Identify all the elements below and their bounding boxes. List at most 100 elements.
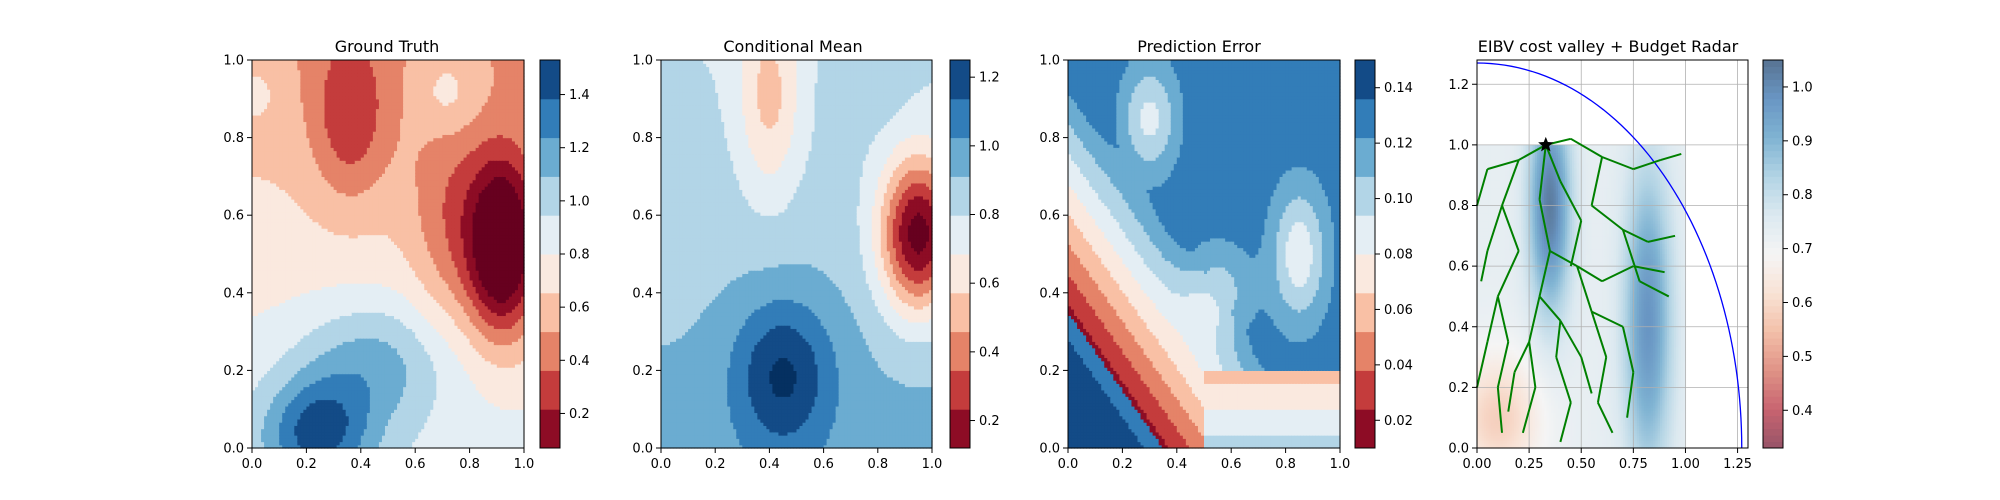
heatmap-cell	[264, 173, 268, 177]
heatmap-cell	[267, 69, 271, 74]
heatmap-cell	[252, 144, 256, 148]
heatmap-cell	[279, 76, 283, 80]
heatmap-cell	[282, 412, 286, 417]
heatmap-cell	[297, 380, 301, 384]
heatmap-cell	[276, 108, 280, 113]
heatmap-cell	[285, 370, 289, 375]
heatmap-cell	[285, 63, 289, 68]
heatmap-cell	[288, 373, 292, 378]
heatmap-cell	[270, 373, 274, 378]
heatmap-cell	[291, 299, 295, 304]
heatmap-cell	[261, 435, 265, 439]
heatmap-cell	[294, 244, 298, 249]
heatmap-cell	[285, 202, 289, 207]
heatmap-cell	[297, 389, 301, 394]
heatmap-cell	[255, 308, 259, 313]
heatmap-cell	[282, 431, 286, 436]
heatmap-cell	[270, 169, 274, 174]
heatmap-cell	[294, 257, 298, 262]
heatmap-cell	[276, 173, 280, 177]
heatmap-cell	[291, 179, 295, 184]
heatmap-cell	[270, 273, 274, 278]
heatmap-cell	[267, 347, 271, 352]
heatmap-cell	[261, 163, 265, 168]
heatmap-cell	[264, 211, 268, 216]
heatmap-cell	[291, 305, 295, 310]
heatmap-cell	[279, 215, 283, 220]
heatmap-cell	[270, 318, 274, 323]
heatmap-cell	[273, 283, 277, 287]
heatmap-cell	[267, 182, 271, 187]
heatmap-cell	[258, 409, 262, 414]
heatmap-cell	[288, 218, 292, 223]
heatmap-cell	[276, 360, 280, 365]
heatmap-cell	[282, 66, 286, 71]
heatmap-cell	[255, 383, 259, 388]
heatmap-cell	[276, 186, 280, 190]
heatmap-cell	[291, 89, 295, 93]
heatmap-cell	[261, 331, 265, 336]
heatmap-cell	[282, 169, 286, 174]
heatmap-cell	[264, 241, 268, 245]
heatmap-cell	[270, 367, 274, 371]
heatmap-cell	[297, 425, 301, 430]
heatmap-cell	[294, 160, 298, 165]
heatmap-cell	[255, 127, 259, 132]
heatmap-cell	[255, 124, 259, 129]
heatmap-cell	[264, 234, 268, 239]
heatmap-cell	[258, 286, 262, 291]
heatmap-cell	[267, 321, 271, 326]
heatmap-cell	[288, 302, 292, 307]
heatmap-cell	[288, 315, 292, 320]
heatmap-cell	[291, 370, 295, 375]
heatmap-cell	[282, 286, 286, 291]
heatmap-cell	[258, 412, 262, 417]
heatmap-cell	[282, 405, 286, 410]
heatmap-cell	[258, 305, 262, 310]
heatmap-cell	[285, 147, 289, 152]
heatmap-cell	[291, 363, 295, 368]
heatmap-cell	[255, 199, 259, 203]
heatmap-cell	[282, 373, 286, 378]
heatmap-cell	[282, 76, 286, 80]
heatmap-cell	[276, 218, 280, 223]
heatmap-cell	[258, 108, 262, 113]
heatmap-cell	[267, 270, 271, 274]
heatmap-cell	[282, 386, 286, 391]
heatmap-cell	[291, 224, 295, 229]
panel-title: Ground Truth	[335, 37, 440, 56]
heatmap-cell	[294, 95, 298, 100]
heatmap-cell	[285, 237, 289, 242]
heatmap-cell	[291, 169, 295, 174]
heatmap-cell	[282, 208, 286, 213]
heatmap-cell	[255, 131, 259, 135]
heatmap-cell	[279, 228, 283, 232]
heatmap-cell	[255, 418, 259, 423]
heatmap-cell	[279, 367, 283, 371]
heatmap-cell	[261, 438, 265, 443]
heatmap-cell	[282, 402, 286, 407]
heatmap-cell	[291, 72, 295, 77]
heatmap-cell	[279, 140, 283, 145]
heatmap-cell	[276, 202, 280, 207]
heatmap-cell	[267, 308, 271, 313]
heatmap-cell	[255, 163, 259, 168]
heatmap-cell	[294, 367, 298, 371]
heatmap-cell	[294, 363, 298, 368]
heatmap-cell	[285, 192, 289, 197]
heatmap-cell	[285, 328, 289, 333]
heatmap-cell	[285, 153, 289, 158]
heatmap-cell	[276, 89, 280, 93]
heatmap-cell	[261, 85, 265, 90]
heatmap-cell	[267, 211, 271, 216]
heatmap-cell	[291, 321, 295, 326]
heatmap-cell	[258, 140, 262, 145]
heatmap-cell	[267, 399, 271, 404]
heatmap-cell	[288, 328, 292, 333]
heatmap-cell	[279, 315, 283, 320]
heatmap-cell	[261, 386, 265, 391]
heatmap-cell	[267, 244, 271, 249]
heatmap-cell	[258, 331, 262, 336]
heatmap-cell	[252, 296, 256, 300]
heatmap-cell	[261, 367, 265, 371]
